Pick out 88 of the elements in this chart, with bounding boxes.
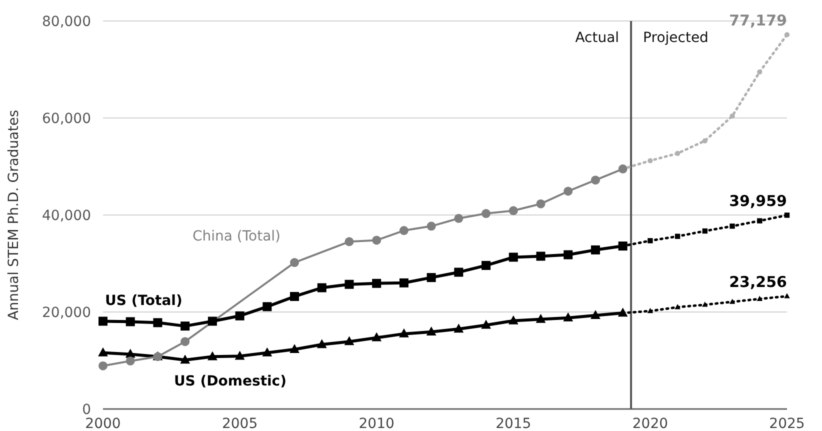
point (648, 238, 653, 244)
y-tick-label: 20,000 (42, 305, 91, 321)
point (262, 347, 272, 356)
data-label: 77,179 (729, 12, 787, 30)
y-tick-label: 40,000 (42, 208, 91, 224)
point (290, 292, 300, 301)
point (234, 350, 245, 360)
point (647, 308, 654, 314)
point (757, 218, 762, 224)
point (756, 296, 762, 301)
point (590, 310, 600, 319)
point (454, 324, 464, 333)
point (454, 268, 464, 277)
x-tick-label: 2020 (632, 416, 668, 431)
point (648, 158, 653, 164)
point (508, 206, 518, 216)
point (207, 351, 218, 360)
point (153, 318, 162, 328)
point (426, 222, 436, 231)
series-label: US (Total) (105, 293, 182, 310)
point (757, 69, 762, 75)
point (426, 326, 436, 336)
point (344, 336, 354, 346)
point (344, 237, 354, 246)
annotation: Actual (575, 30, 620, 46)
point (399, 278, 408, 288)
data-label: 23,256 (729, 273, 787, 292)
point (180, 322, 190, 331)
point (344, 280, 354, 289)
point (481, 320, 491, 329)
point (317, 283, 326, 292)
point (730, 113, 735, 119)
y-tick-label: 0 (82, 402, 91, 418)
point (784, 212, 790, 218)
point (674, 150, 680, 156)
point (482, 209, 491, 218)
point (372, 278, 382, 288)
point (399, 226, 408, 236)
point (180, 337, 190, 346)
point (180, 354, 190, 364)
point (536, 252, 546, 261)
point (399, 328, 409, 338)
point (702, 302, 708, 307)
point (316, 339, 327, 348)
point (702, 138, 708, 144)
point (290, 344, 300, 353)
point (126, 317, 135, 326)
point (702, 228, 708, 234)
x-tick-label: 2015 (496, 416, 532, 431)
series-label: China (Total) (192, 228, 281, 245)
point (564, 186, 573, 196)
point (784, 293, 790, 298)
annotation: Projected (643, 30, 708, 46)
point (674, 304, 680, 310)
point (729, 298, 736, 304)
point (372, 332, 382, 342)
point (536, 199, 546, 208)
point (126, 356, 135, 366)
point (262, 302, 272, 312)
point (235, 311, 244, 320)
data-label: 39,959 (729, 192, 787, 210)
point (98, 316, 108, 326)
point (98, 361, 108, 370)
point (730, 224, 735, 229)
x-tick-label: 2010 (358, 416, 394, 431)
point (564, 250, 573, 260)
point (784, 32, 790, 38)
point (508, 315, 518, 324)
point (454, 214, 464, 223)
point (674, 234, 680, 239)
point (508, 252, 518, 262)
y-tick-label: 60,000 (42, 111, 91, 127)
y-tick-label: 80,000 (42, 14, 91, 30)
series-label: US (Domestic) (174, 373, 287, 390)
point (563, 312, 574, 322)
point (372, 236, 382, 245)
y-axis-title: Annual STEM Ph.D. Graduates (6, 110, 22, 320)
x-tick-label: 2025 (769, 416, 805, 431)
point (290, 258, 300, 268)
point (98, 347, 108, 356)
point (536, 314, 546, 323)
point (208, 316, 217, 326)
x-tick-label: 2005 (222, 416, 258, 431)
point (426, 273, 436, 282)
point (590, 245, 600, 254)
point (590, 176, 600, 185)
point (482, 260, 491, 270)
x-tick-label: 2000 (85, 416, 121, 431)
